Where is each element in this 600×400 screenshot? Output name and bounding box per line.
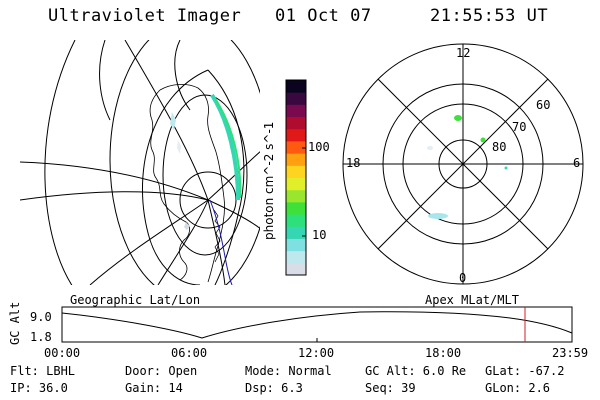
colorbar-cell [286, 214, 306, 227]
colorbar-tick-10: 10 [312, 228, 327, 242]
colorbar-unit-label: photon cm^-2 s^-1 [262, 121, 276, 240]
mlt-label-bottom: 0 [459, 271, 467, 285]
colorbar-cell [286, 201, 306, 215]
colorbar-tick-100: 100 [308, 140, 330, 154]
time-label: 21:55:53 UT [430, 6, 549, 26]
info-dsp: Dsp: 6.3 [245, 381, 303, 395]
orbit-panel [61, 306, 573, 343]
colorbar-cell [286, 262, 306, 276]
time-tick-0: 00:00 [44, 346, 81, 360]
colorbar-cell [286, 116, 306, 130]
colorbar-cell [286, 104, 306, 118]
instrument-title: Ultraviolet Imager [48, 6, 242, 26]
geographic-caption: Geographic Lat/Lon [70, 293, 201, 307]
info-gc-alt: GC Alt: 6.0 Re [365, 364, 467, 378]
colorbar-cell [286, 238, 306, 252]
time-tick-1: 06:00 [171, 346, 208, 360]
info-glat: GLat: -67.2 [485, 364, 565, 378]
colorbar-cell [286, 128, 306, 142]
mlt-label-top: 12 [456, 46, 471, 60]
info-mode: Mode: Normal [245, 364, 332, 378]
geographic-map [20, 40, 260, 285]
alt-tick-high: 9.0 [30, 310, 52, 324]
info-ip: IP: 36.0 [10, 381, 68, 395]
polar-plot [342, 43, 584, 285]
info-seq: Seq: 39 [365, 381, 416, 395]
colorbar-cell [286, 153, 306, 166]
info-glon: GLon: 2.6 [485, 381, 551, 395]
colorbar-cell [286, 165, 306, 178]
mlt-label-left: 18 [346, 156, 361, 170]
colorbar-cell [286, 250, 306, 264]
colorbar-cell [286, 140, 306, 154]
orbit-ylabel: GC Alt [8, 301, 22, 345]
alt-tick-low: 1.8 [30, 330, 52, 344]
info-gain: Gain: 14 [125, 381, 183, 395]
lat-label-80: 80 [492, 140, 507, 154]
time-tick-3: 18:00 [425, 346, 462, 360]
colorbar-cell [286, 92, 306, 105]
apex-caption: Apex MLat/MLT [425, 293, 519, 307]
colorbar-cell [286, 226, 306, 239]
mlt-label-right: 6 [573, 156, 581, 170]
colorbar-cell [286, 189, 306, 203]
lat-label-70: 70 [512, 120, 527, 134]
info-door: Door: Open [125, 364, 198, 378]
colorbar-cell [286, 80, 306, 93]
time-tick-4: 23:59 [552, 346, 589, 360]
info-filter: Flt: LBHL [10, 364, 76, 378]
colorbar [285, 79, 307, 276]
colorbar-cell [286, 177, 306, 191]
time-tick-2: 12:00 [298, 346, 335, 360]
date-label: 01 Oct 07 [275, 6, 372, 26]
lat-label-60: 60 [536, 98, 551, 112]
